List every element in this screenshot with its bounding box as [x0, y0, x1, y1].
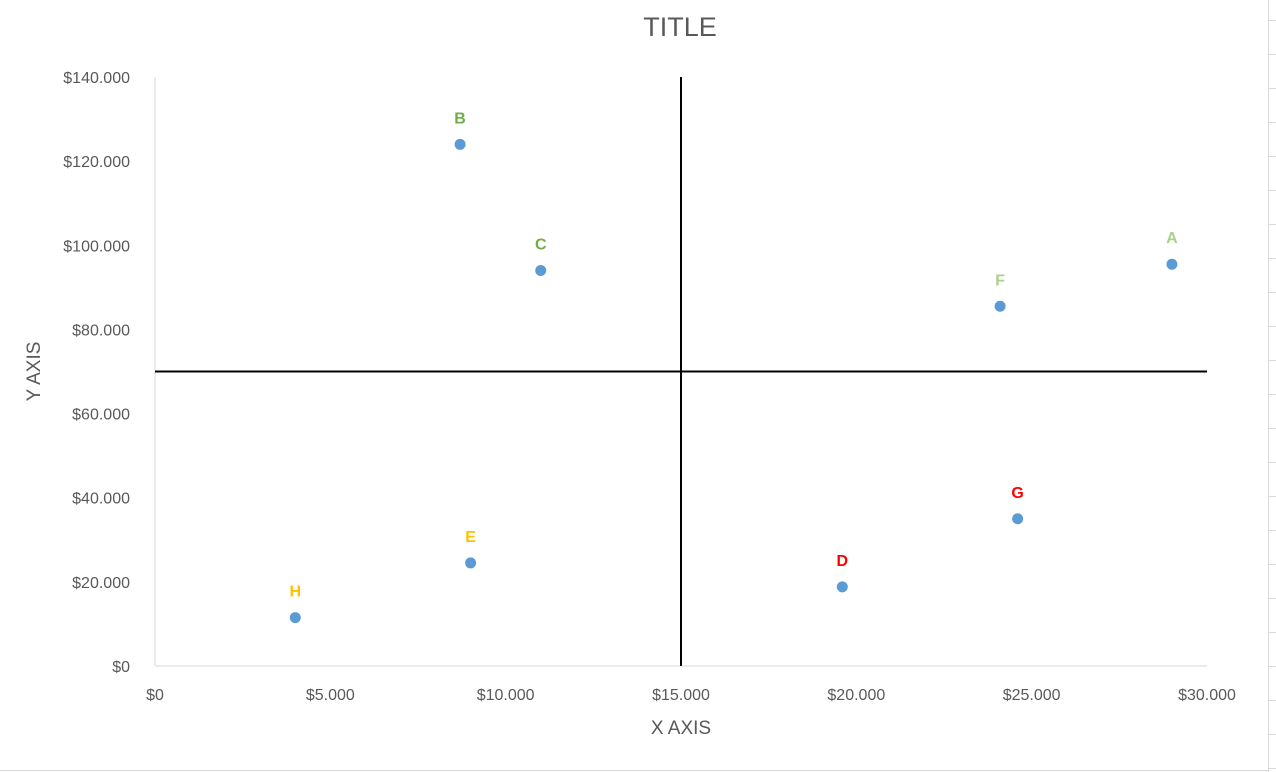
gridline-tick	[1269, 20, 1276, 21]
spreadsheet-gridlines	[1268, 0, 1276, 772]
data-label: C	[535, 237, 547, 254]
gridline-tick	[1269, 190, 1276, 191]
y-tick-label: $100.000	[63, 238, 130, 255]
x-tick-label: $15.000	[652, 687, 710, 704]
data-label: G	[1011, 485, 1023, 502]
y-tick-label: $0	[112, 659, 130, 676]
data-point	[454, 138, 466, 150]
gridline-tick	[1269, 88, 1276, 89]
gridline-tick	[1269, 462, 1276, 463]
data-point	[836, 581, 848, 593]
gridline-tick	[1269, 224, 1276, 225]
gridline-tick	[1269, 734, 1276, 735]
y-tick-label: $20.000	[72, 575, 130, 592]
gridline-tick	[1269, 564, 1276, 565]
gridline-tick	[1269, 326, 1276, 327]
x-tick-label: $30.000	[1178, 687, 1236, 704]
gridline-tick	[1269, 360, 1276, 361]
gridline-tick	[1269, 700, 1276, 701]
gridline-tick	[1269, 122, 1276, 123]
data-point	[465, 557, 477, 569]
x-axis-title: X AXIS	[651, 718, 711, 739]
x-tick-label: $0	[146, 687, 164, 704]
y-tick-label: $120.000	[63, 154, 130, 171]
data-point	[1166, 258, 1178, 270]
gridline-tick	[1269, 156, 1276, 157]
data-label: D	[837, 553, 849, 570]
y-axis-title: Y AXIS	[24, 342, 45, 402]
data-label: A	[1166, 230, 1178, 247]
data-point	[289, 612, 301, 624]
data-label: H	[289, 584, 301, 601]
gridline-tick	[1269, 496, 1276, 497]
gridline-tick	[1269, 530, 1276, 531]
data-label: E	[465, 529, 476, 546]
y-tick-label: $60.000	[72, 407, 130, 424]
gridline-tick	[1269, 258, 1276, 259]
data-label: B	[454, 110, 466, 127]
gridline-tick	[1269, 54, 1276, 55]
gridline-tick	[1269, 428, 1276, 429]
chart-title: TITLE	[643, 12, 717, 42]
y-tick-label: $40.000	[72, 491, 130, 508]
gridline-tick	[1269, 666, 1276, 667]
gridline-tick	[1269, 598, 1276, 599]
data-label: F	[995, 272, 1005, 289]
y-tick-label: $140.000	[63, 70, 130, 87]
x-tick-label: $10.000	[477, 687, 535, 704]
gridline-tick	[1269, 292, 1276, 293]
x-tick-label: $25.000	[1003, 687, 1061, 704]
x-tick-label: $20.000	[827, 687, 885, 704]
data-point	[535, 265, 547, 277]
gridline-tick	[1269, 394, 1276, 395]
y-tick-label: $80.000	[72, 322, 130, 339]
x-tick-label: $5.000	[306, 687, 355, 704]
data-point	[1012, 513, 1024, 525]
gridline-tick	[1269, 632, 1276, 633]
gridline-tick	[1269, 768, 1276, 769]
data-point	[994, 300, 1006, 312]
